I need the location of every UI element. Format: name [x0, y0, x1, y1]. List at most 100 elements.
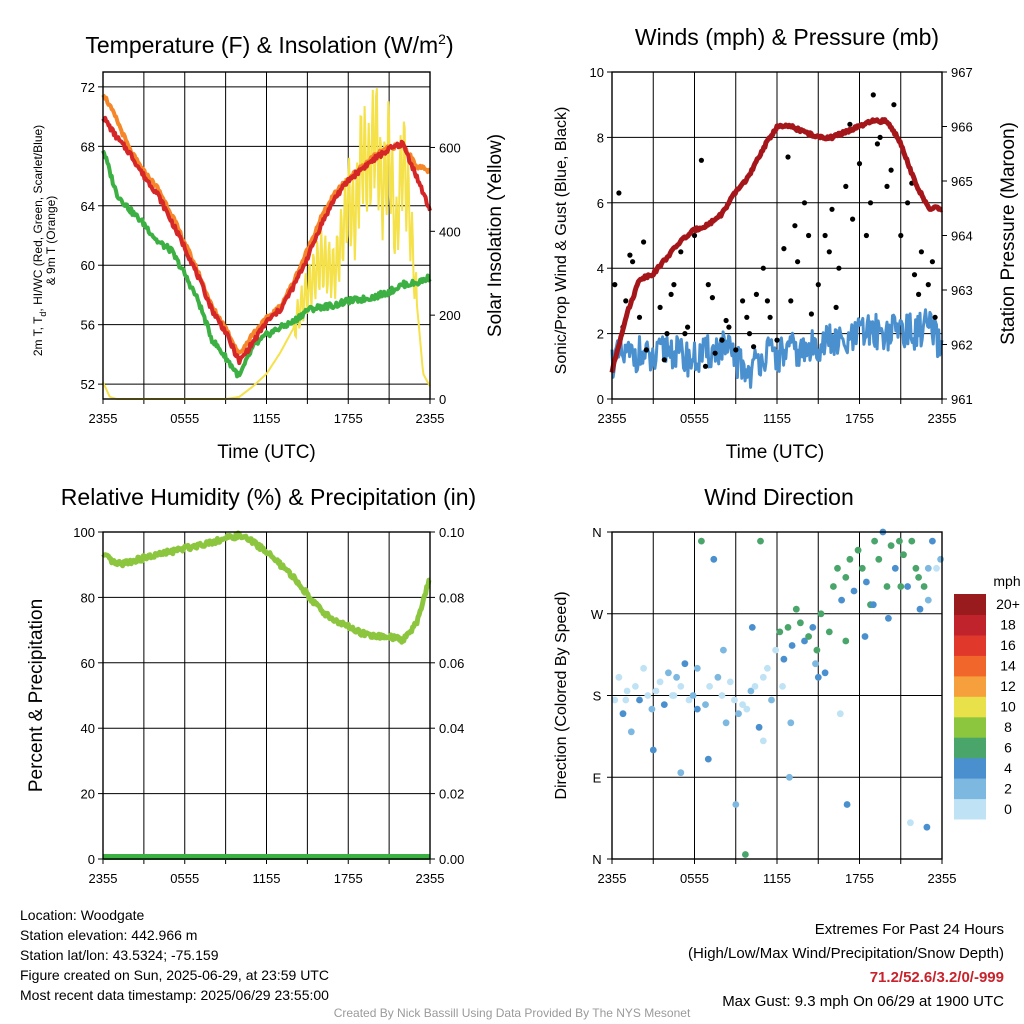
direction-point [693, 705, 701, 713]
y-tick-label: 80 [81, 590, 95, 605]
gust-point [733, 347, 739, 353]
y-tick-label: 20 [81, 787, 95, 802]
panel-title: Wind Direction [704, 484, 854, 510]
direction-point [710, 555, 718, 563]
direction-point [861, 633, 869, 640]
colorbar-title: mph [993, 573, 1020, 589]
direction-point [776, 628, 784, 636]
colorbar-label: 14 [1000, 658, 1016, 674]
direction-point [920, 583, 928, 590]
y-axis-label-text: Sonic/Prop Wind & Gust (Blue, Black) [553, 107, 570, 375]
y2-tick-label: 0.02 [439, 787, 464, 802]
gust-point [847, 121, 853, 127]
y2-tick-label: 0.04 [439, 721, 464, 736]
direction-point [871, 537, 878, 545]
gust-point [740, 298, 746, 304]
direction-point [788, 642, 796, 649]
direction-point [649, 746, 657, 754]
gust-point [911, 272, 918, 278]
gust-point [815, 282, 821, 288]
direction-point [897, 583, 905, 590]
gust-point [678, 249, 684, 255]
direction-point [670, 692, 678, 699]
direction-point [842, 574, 850, 581]
direction-point [742, 851, 749, 858]
max-gust-text: Max Gust: 9.3 mph On 06/29 at 1900 UTC [722, 993, 1004, 1010]
panel-4: 2355 0555 1155 1755 2355 N E S W N Wind Direction D… [553, 484, 1021, 886]
direction-point [759, 673, 767, 681]
y-tick-label: E [593, 770, 602, 785]
gust-point [822, 232, 828, 239]
x-tick-label: 1155 [763, 871, 791, 886]
y-tick-label: 0 [597, 392, 604, 407]
x-tick-label: 1755 [334, 411, 363, 426]
direction-point [726, 678, 734, 686]
direction-point [615, 673, 623, 681]
y2-tick-label: 0.00 [439, 852, 464, 867]
gust-point [612, 282, 618, 288]
direction-point [644, 692, 652, 699]
colorbar-label: 8 [1004, 719, 1012, 735]
panel-2: 2355 0555 1155 1755 2355 0 2 4 6 8 10 961 962 963 964 9… [553, 24, 1019, 463]
y-tick-label: 68 [81, 139, 95, 154]
plot-border [611, 531, 943, 860]
direction-point [813, 646, 821, 654]
gust-point [668, 291, 674, 297]
y-tick-label: S [593, 689, 602, 704]
direction-point [689, 692, 697, 699]
direction-point [907, 819, 914, 827]
y-tick-label: 4 [597, 261, 604, 276]
panel-title: Winds (mph) & Pressure (mb) [635, 24, 939, 50]
direction-point [838, 596, 845, 604]
y2-tick-label: 961 [951, 392, 973, 407]
panel-1: 2355 0555 1155 1755 2355 52 56 60 64 68 72 0 200 400 6… [31, 31, 506, 463]
direction-point [627, 728, 635, 736]
direction-point [814, 673, 822, 681]
direction-point [858, 564, 866, 572]
gust-point [744, 314, 750, 320]
title-part: Temperature (F) & Insolation (W/m [85, 32, 438, 58]
x-tick-label: 1755 [845, 871, 874, 886]
direction-point [702, 701, 709, 708]
gust-point [760, 265, 766, 271]
direction-point [704, 755, 712, 763]
gust-point [682, 331, 688, 337]
mesonet-figure: 2355 0555 1155 1755 235552566064687202004006… [26, 24, 1021, 886]
gust-point [746, 331, 753, 337]
direction-point [747, 687, 755, 695]
y-tick-label: 100 [73, 525, 95, 540]
panel-title: Temperature (F) & Insolation (W/m2) [85, 31, 453, 58]
direction-point [693, 664, 701, 672]
direction-point [821, 669, 829, 677]
panel-title: Relative Humidity (%) & Precipitation (i… [61, 484, 476, 510]
gust-point [781, 246, 787, 252]
direction-point [915, 574, 922, 581]
direction-point [787, 719, 795, 727]
extremes-subheader: (High/Low/Max Wind/Precipitation/Snow De… [688, 945, 1004, 962]
direction-point [768, 696, 775, 704]
x-tick-label: 1155 [763, 411, 791, 426]
y-axis-label-line1: 2m T, Td, HI/WC (Red, Green, Scarlet/Blu… [31, 125, 48, 356]
direction-point [883, 583, 891, 590]
gust-point [705, 282, 711, 288]
direction-point [779, 683, 786, 690]
colorbar-swatch [954, 655, 986, 677]
y2-tick-label: 966 [951, 120, 973, 135]
direction-point [632, 683, 639, 690]
y2-tick-label: 0 [439, 392, 446, 407]
x-axis-label: Time (UTC) [726, 442, 825, 463]
y-axis-label: Direction (Colored By Speed) [553, 591, 570, 799]
y2-tick-label: 600 [439, 140, 461, 155]
colorbar-swatch [954, 757, 986, 779]
created-text: Figure created on Sun, 2025-06-29, at 23… [20, 967, 329, 983]
gust-point [867, 200, 874, 206]
gust-point [925, 282, 931, 288]
x-tick-label: 0555 [170, 871, 199, 886]
y-axis-label: Percent & Precipitation [26, 599, 47, 792]
gust-point [751, 344, 757, 350]
direction-point [875, 555, 883, 563]
y-axis-label-text: Direction (Colored By Speed) [553, 591, 570, 799]
station-info: Location: Woodgate Station elevation: 44… [20, 905, 329, 1005]
direction-point [698, 537, 705, 545]
gust-point [719, 337, 725, 343]
